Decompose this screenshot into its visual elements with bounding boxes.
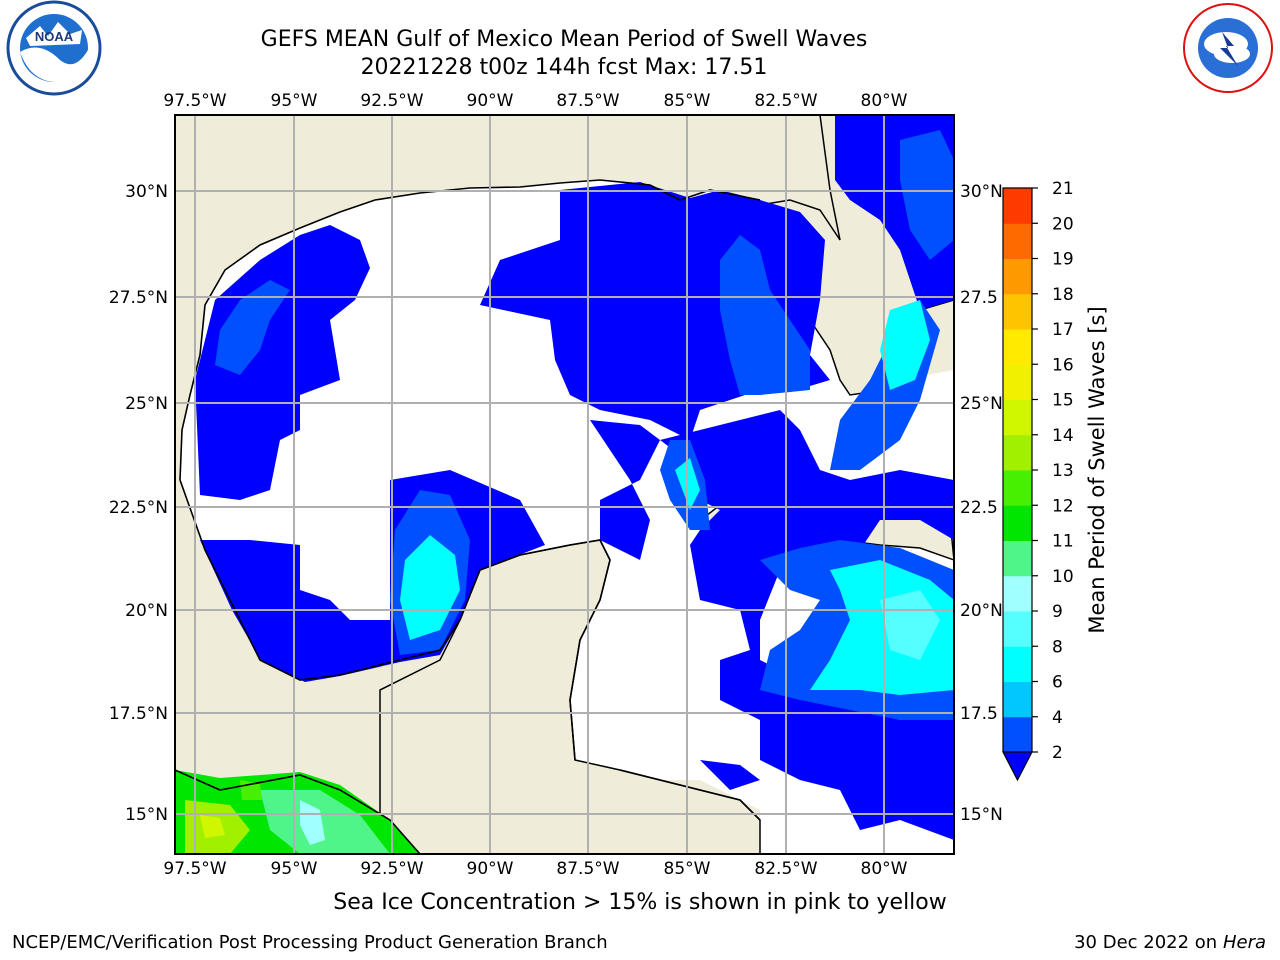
lon-tick-label-top: 95°W bbox=[271, 91, 318, 111]
colorbar-tick-label: 14 bbox=[1052, 426, 1074, 446]
colorbar-segment bbox=[1003, 188, 1032, 224]
lon-tick-label-bottom: 82.5°W bbox=[754, 859, 817, 879]
lon-tick-label-bottom: 85°W bbox=[664, 859, 711, 879]
colorbar-segment bbox=[1003, 716, 1032, 753]
colorbar-tick-label: 17 bbox=[1052, 320, 1074, 340]
lat-tick-label-left: 17.5°N bbox=[109, 704, 168, 724]
colorbar-tick-label: 21 bbox=[1052, 179, 1074, 199]
colorbar-segment bbox=[1003, 540, 1032, 577]
colorbar-segment bbox=[1003, 646, 1032, 682]
noaa-logo: NOAA bbox=[6, 0, 102, 96]
colorbar-tick-label: 15 bbox=[1052, 391, 1074, 411]
gridlines bbox=[175, 115, 954, 854]
colorbar-tick-label: 9 bbox=[1052, 602, 1063, 622]
lon-tick-label-top: 97.5°W bbox=[163, 91, 226, 111]
lat-labels-right: 30°N 27.5 25°N 22.5 20°N 17.5 15°N bbox=[960, 182, 1003, 825]
lon-tick-label-top: 82.5°W bbox=[754, 91, 817, 111]
sea-ice-note: Sea Ice Concentration > 15% is shown in … bbox=[333, 890, 947, 915]
lon-labels-top: 97.5°W 95°W 92.5°W 90°W 87.5°W 85°W 82.5°W 80°W bbox=[163, 91, 907, 111]
colorbar-segment bbox=[1003, 258, 1032, 295]
lon-tick-label-top: 87.5°W bbox=[556, 91, 619, 111]
colorbar-tick-label: 16 bbox=[1052, 355, 1074, 375]
colorbar-segment bbox=[1003, 434, 1032, 471]
lon-tick-label-top: 92.5°W bbox=[360, 91, 423, 111]
lon-tick-label-bottom: 87.5°W bbox=[556, 859, 619, 879]
colorbar-tick-label: 13 bbox=[1052, 461, 1074, 481]
colorbar-segment bbox=[1003, 293, 1032, 330]
lon-tick-label-bottom: 90°W bbox=[467, 859, 514, 879]
lon-tick-label-bottom: 80°W bbox=[861, 859, 908, 879]
colorbar-segment bbox=[1003, 575, 1032, 612]
lat-tick-label-left: 22.5°N bbox=[109, 498, 168, 518]
lon-tick-label-top: 80°W bbox=[861, 91, 908, 111]
colorbar-tick-label: 12 bbox=[1052, 496, 1074, 516]
lat-tick-label-left: 15°N bbox=[125, 805, 168, 825]
lat-tick-label-right: 15°N bbox=[960, 805, 1003, 825]
colorbar-segment bbox=[1003, 505, 1032, 541]
map-area bbox=[175, 115, 954, 854]
lon-tick-label-top: 90°W bbox=[467, 91, 514, 111]
lat-tick-label-right: 25°N bbox=[960, 394, 1003, 414]
colorbar-tick-label: 4 bbox=[1052, 708, 1063, 728]
footer-credit: NCEP/EMC/Verification Post Processing Pr… bbox=[12, 932, 608, 953]
nws-logo bbox=[1183, 3, 1273, 93]
colorbar-extend-arrow bbox=[1002, 751, 1033, 782]
colorbar-tick-label: 19 bbox=[1052, 250, 1074, 270]
colorbar-segment bbox=[1003, 470, 1032, 506]
lat-tick-label-left: 25°N bbox=[125, 394, 168, 414]
colorbar-segment bbox=[1003, 223, 1032, 259]
colorbar-tick-label: 10 bbox=[1052, 567, 1074, 587]
svg-text:NOAA: NOAA bbox=[35, 29, 74, 44]
colorbar-tick-label: 20 bbox=[1052, 214, 1074, 234]
colorbar-tick-label: 18 bbox=[1052, 285, 1074, 305]
colorbar-segment bbox=[1003, 364, 1032, 400]
colorbar-tick-label: 6 bbox=[1052, 673, 1063, 693]
colorbar-segment bbox=[1003, 329, 1032, 365]
chart-title: GEFS MEAN Gulf of Mexico Mean Period of … bbox=[260, 27, 868, 52]
lon-labels-bottom: 97.5°W 95°W 92.5°W 90°W 87.5°W 85°W 82.5°W 80°W bbox=[163, 859, 907, 879]
lat-tick-label-right: 17.5 bbox=[960, 704, 998, 724]
colorbar-tick-label: 8 bbox=[1052, 637, 1063, 657]
lat-tick-label-right: 20°N bbox=[960, 601, 1003, 621]
coastlines bbox=[175, 179, 761, 854]
lat-tick-label-left: 27.5°N bbox=[109, 288, 168, 308]
footer-date: 30 Dec 2022 on Hera bbox=[1074, 932, 1266, 953]
lon-tick-label-top: 85°W bbox=[664, 91, 711, 111]
colorbar-segment bbox=[1003, 611, 1032, 647]
colorbar-segment bbox=[1003, 399, 1032, 436]
colorbar-segment bbox=[1003, 681, 1032, 718]
lat-labels-left: 30°N 27.5°N 25°N 22.5°N 20°N 17.5°N 15°N bbox=[109, 182, 168, 825]
lat-tick-label-right: 22.5 bbox=[960, 498, 998, 518]
colorbar-tick-label: 2 bbox=[1052, 743, 1063, 763]
lat-tick-label-left: 20°N bbox=[125, 601, 168, 621]
lon-tick-label-bottom: 95°W bbox=[271, 859, 318, 879]
lat-tick-label-right: 27.5 bbox=[960, 288, 998, 308]
swell-8-9s bbox=[880, 590, 940, 660]
lat-tick-label-right: 30°N bbox=[960, 182, 1003, 202]
lat-tick-label-left: 30°N bbox=[125, 182, 168, 202]
chart-subtitle: 20221228 t00z 144h fcst Max: 17.51 bbox=[360, 55, 768, 80]
map-frame bbox=[174, 114, 955, 855]
colorbar-label: Mean Period of Swell Waves [s] bbox=[1085, 306, 1109, 634]
lon-tick-label-bottom: 97.5°W bbox=[163, 859, 226, 879]
lon-tick-label-bottom: 92.5°W bbox=[360, 859, 423, 879]
colorbar: 2 4 6 8 9 10 11 12 13 14 15 16 17 18 19 20 21 bbox=[1002, 179, 1074, 782]
colorbar-tick-label: 11 bbox=[1052, 532, 1074, 552]
